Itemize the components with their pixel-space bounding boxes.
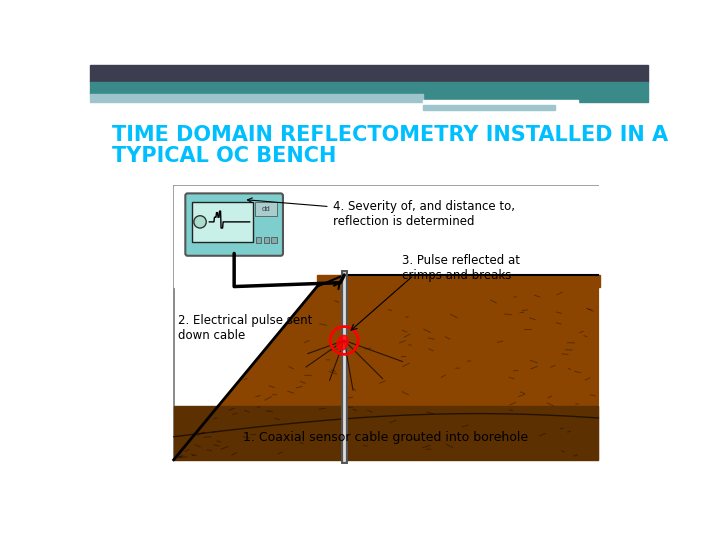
Bar (192, 202, 253, 242)
Ellipse shape (337, 335, 348, 350)
FancyBboxPatch shape (185, 193, 283, 256)
Text: 1. Coaxial sensor cable grouted into borehole: 1. Coaxial sensor cable grouted into bor… (243, 431, 528, 444)
Bar (174, 186, 598, 287)
Bar (174, 406, 598, 460)
Bar (423, 94, 648, 102)
Bar (90, 65, 648, 82)
Bar (174, 186, 598, 460)
Bar (90, 82, 648, 94)
Text: TIME DOMAIN REFLECTOMETRY INSTALLED IN A: TIME DOMAIN REFLECTOMETRY INSTALLED IN A (112, 125, 668, 145)
Text: 4. Severity of, and distance to,
reflection is determined: 4. Severity of, and distance to, reflect… (248, 198, 515, 228)
Text: dd: dd (261, 206, 270, 212)
Bar (423, 100, 578, 105)
Polygon shape (317, 275, 600, 287)
Polygon shape (174, 287, 598, 460)
Bar (264, 237, 269, 244)
Bar (423, 105, 555, 110)
Bar (271, 237, 276, 244)
Text: TYPICAL OC BENCH: TYPICAL OC BENCH (112, 146, 336, 166)
Text: 2. Electrical pulse sent
down cable: 2. Electrical pulse sent down cable (178, 314, 312, 341)
Bar (255, 202, 276, 215)
Bar (256, 237, 261, 244)
Circle shape (194, 215, 206, 228)
Bar (90, 94, 423, 102)
Text: 3. Pulse reflected at
crimps and breaks: 3. Pulse reflected at crimps and breaks (402, 254, 521, 282)
